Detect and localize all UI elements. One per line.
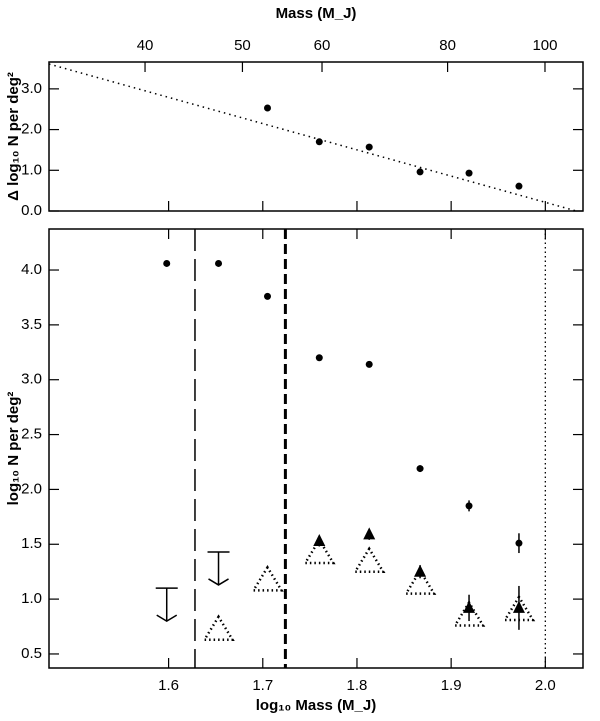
dotted-triangle [202,614,235,641]
y-tick-label: 0.5 [21,645,42,662]
x2-tick-label: 80 [439,37,456,54]
y-tick-label: 1.5 [21,535,42,552]
data-point [365,360,373,368]
x2-tick-label: 50 [234,37,251,54]
y-tick-label: 4.0 [21,261,42,278]
y-tick-label: 1.0 [21,590,42,607]
data-point [315,354,323,362]
y-tick-label: 0.0 [21,202,42,219]
x-tick-label: 1.9 [441,677,462,694]
data-point [365,143,373,151]
lower-limit-point [512,600,525,613]
y-tick-label: 2.0 [21,121,42,138]
y-tick-label: 3.0 [21,80,42,97]
x-axis-label: log₁₀ Mass (M_J) [256,697,376,714]
plot-frame [48,61,584,212]
data-point [315,138,323,146]
data-point [465,502,473,510]
y-tick-label: 2.0 [21,480,42,497]
data-point [416,465,424,473]
dotted-triangle [502,594,536,622]
upper-limit-arrow [156,588,178,623]
x-tick-label: 1.6 [158,677,179,694]
data-point [163,259,171,267]
x2-tick-label: 60 [314,37,331,54]
x-tick-label: 1.7 [252,677,273,694]
data-point [263,104,271,112]
data-point [515,539,523,547]
dotted-triangle [251,564,284,592]
lower-limit-point [363,527,376,540]
data-point [215,259,223,267]
data-point [515,182,523,190]
x-tick-label: 1.8 [347,677,368,694]
y-tick-label: 3.0 [21,371,42,388]
y-tick-label: 3.5 [21,316,42,333]
data-point [263,292,271,300]
plot-frame [48,228,584,669]
x2-tick-label: 40 [137,37,154,54]
y-tick-label: 2.5 [21,426,42,443]
data-point [465,169,473,177]
x2-axis-label: Mass (M_J) [276,5,357,22]
upper-limit-arrow [208,551,229,586]
dotted-triangle [303,537,336,565]
y-axis-label: Δ log₁₀ N per deg² [5,72,22,201]
y-axis-label: log₁₀ N per deg² [5,392,22,506]
x2-tick-label: 100 [532,37,557,54]
dotted-triangle [403,568,437,595]
data-point [416,168,424,176]
fit-line [48,63,577,212]
dotted-triangle [452,600,486,627]
x-tick-label: 2.0 [535,677,556,694]
y-tick-label: 1.0 [21,161,42,178]
dotted-triangle [352,546,386,573]
lower-limit-point [463,600,476,613]
